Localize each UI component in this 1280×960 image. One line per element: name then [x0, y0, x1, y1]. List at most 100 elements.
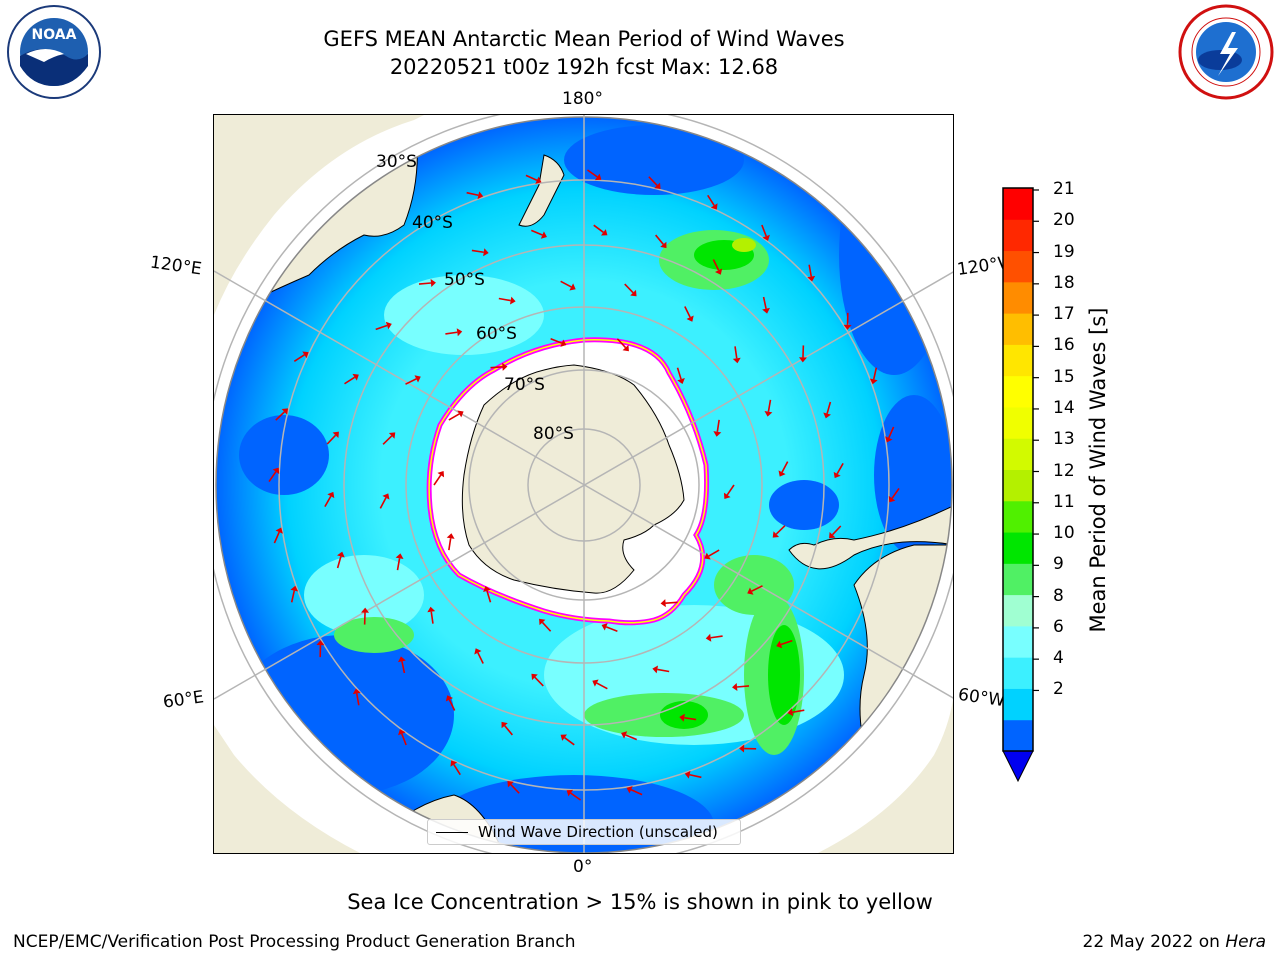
lat-label-40s: 40°S [412, 213, 453, 233]
wave-arrow-shaft [541, 621, 552, 632]
wave-arrow-head [705, 633, 712, 642]
wave-arrow-shaft [448, 538, 452, 551]
colorbar-tick-label: 11 [1053, 491, 1075, 512]
wave-arrow-shaft [355, 693, 360, 706]
colorbar-tick-label: 19 [1053, 241, 1075, 262]
wave-arrow-shaft [445, 331, 458, 335]
wave-arrow-head [787, 708, 794, 717]
wave-arrow-shaft [736, 685, 750, 688]
wave-arrow-head [446, 533, 455, 539]
wave-arrow-head [823, 412, 831, 419]
footer-date-text: 22 May 2022 on [1082, 932, 1220, 952]
wave-arrow-shaft [648, 176, 658, 186]
wave-arrow-head [652, 665, 659, 674]
wave-arrow-head [807, 275, 816, 282]
wave-arrow-head [456, 328, 463, 337]
colorbar-tick-label: 6 [1053, 616, 1064, 637]
wave-arrow-head [732, 683, 738, 691]
wind-wave-arrows [268, 169, 900, 801]
wave-arrow-shaft [550, 338, 563, 344]
wave-arrow-shaft [616, 338, 627, 349]
wave-arrow-shaft [324, 495, 332, 508]
colorbar-label: Mean Period of Wind Waves [s] [1086, 307, 1110, 633]
colorbar-swatch [1003, 594, 1033, 627]
sea-ice-note: Sea Ice Concentration > 15% is shown in … [347, 890, 933, 914]
wave-arrow-shaft [593, 224, 604, 233]
wave-arrow-head [621, 731, 628, 739]
colorbar-swatch [1003, 219, 1033, 252]
wave-arrow-shaft [560, 280, 572, 288]
colorbar-tick-label: 15 [1053, 366, 1075, 387]
colorbar-tick-label: 4 [1053, 648, 1064, 669]
wave-arrow-head [778, 470, 786, 477]
wave-arrow-shaft [726, 484, 735, 496]
wave-arrow-shaft [684, 716, 697, 721]
wave-arrow-head [450, 760, 458, 767]
wave-arrow-shaft [775, 525, 786, 535]
wave-arrow-head [762, 307, 770, 314]
wave-arrow-head [388, 432, 396, 439]
wave-arrow-head [843, 324, 852, 330]
colorbar-swatch [1003, 719, 1033, 752]
wave-arrow-shaft [471, 249, 484, 254]
colorbar-tick-label: 18 [1053, 272, 1075, 293]
wave-arrow-head [395, 553, 404, 560]
wave-arrow-head [445, 695, 454, 702]
lon-label-120e: 120°E [148, 252, 203, 280]
lon-label-60e: 60°E [161, 687, 206, 713]
wave-arrow-head [275, 527, 283, 534]
noaa-logo: NOAA [4, 4, 104, 104]
wave-arrow-head [385, 321, 392, 330]
lon-label-0: 0° [573, 857, 593, 877]
colorbar-swatch [1003, 188, 1033, 220]
wave-arrow-head [677, 378, 685, 384]
wave-arrow-shaft [780, 639, 793, 646]
wave-arrow-shaft [655, 234, 664, 245]
wave-arrow-head [316, 640, 325, 646]
colorbar-tick-label: 10 [1053, 523, 1075, 544]
wave-arrow-shaft [405, 378, 417, 385]
wave-arrow-head [290, 585, 299, 592]
wave-arrow-shaft [624, 283, 634, 294]
wave-arrow-shaft [781, 461, 789, 473]
wave-arrow-head [686, 315, 694, 322]
wave-arrow-shaft [510, 784, 520, 794]
lat-label-30s: 30°S [376, 152, 417, 172]
wave-arrow-head [430, 279, 436, 287]
wave-arrow-head [626, 786, 633, 794]
wave-arrow-shaft [712, 259, 720, 271]
wave-arrow-shaft [826, 401, 832, 414]
wave-arrow-head [888, 495, 896, 503]
wave-arrow-shaft [466, 191, 479, 197]
colorbar-tick-label: 16 [1053, 335, 1075, 356]
wave-arrow-head [457, 410, 464, 418]
wave-arrow-head [539, 618, 546, 626]
wave-arrow-head [601, 229, 608, 236]
graticule [214, 115, 953, 853]
colorbar-swatch [1003, 313, 1033, 345]
wave-arrow-shaft [625, 734, 638, 741]
wave-arrow-shaft [490, 366, 503, 369]
wave-arrow-head [272, 467, 280, 475]
wave-arrow-shaft [767, 399, 772, 412]
wave-arrow-shaft [448, 413, 460, 421]
wave-arrow-head [732, 357, 741, 364]
footer-host: Hera [1225, 932, 1266, 952]
wave-arrow-head [798, 357, 807, 363]
colorbar-tick-label: 8 [1053, 585, 1064, 606]
colorbar-swatch [1003, 532, 1033, 564]
wave-arrow-head [540, 231, 547, 239]
wave-arrow-shaft [891, 487, 900, 499]
colorbar-under-triangle [1002, 750, 1034, 783]
colorbar-tick-label: 14 [1053, 397, 1075, 418]
wave-arrow-head [566, 789, 574, 797]
wave-arrow-head [535, 176, 542, 184]
wave-arrow-shaft [326, 434, 337, 445]
wave-arrow-head [327, 491, 335, 499]
wave-arrow-head [427, 606, 436, 613]
wave-arrow-shaft [831, 525, 842, 536]
wave-arrow-head [679, 713, 685, 722]
wave-arrow-head [281, 408, 289, 415]
wave-arrow-shaft [630, 789, 643, 796]
wave-arrow-head [764, 410, 773, 417]
